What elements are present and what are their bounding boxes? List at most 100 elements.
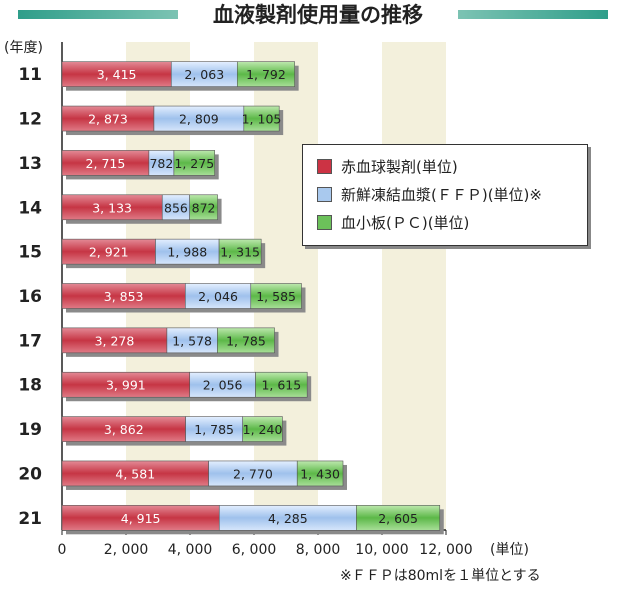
data-label: 1, 785: [226, 333, 266, 348]
bar-segment: [148, 150, 175, 176]
data-label: 1, 615: [261, 378, 301, 393]
bar-segment: [166, 327, 218, 354]
data-label: 1, 430: [300, 466, 340, 481]
x-tick-label: 4, 000: [168, 542, 213, 558]
legend-item-pc: 血小板(ＰＣ)(単位): [317, 211, 469, 233]
category-label: 17: [18, 331, 42, 351]
bar-segment: [185, 416, 244, 442]
bar-segment: [61, 61, 172, 87]
bar-segment: [218, 238, 262, 265]
category-label: 12: [18, 110, 42, 130]
data-label: 3, 862: [104, 422, 144, 437]
bar-segment: [236, 61, 295, 87]
bar-segment: [61, 150, 150, 176]
data-label: 872: [192, 200, 216, 215]
footnote: ※ＦＦＰは80mlを１単位とする: [340, 568, 541, 584]
title-band-left: [18, 10, 178, 19]
bar-segment: [250, 283, 302, 309]
data-label: 4, 581: [115, 466, 155, 481]
grid-band: [382, 42, 446, 530]
x-tick-label: 0: [58, 542, 67, 558]
data-label: 1, 240: [243, 422, 283, 437]
data-label: 4, 285: [268, 511, 308, 526]
bar-segment: [61, 416, 186, 442]
data-label: 1, 275: [174, 156, 214, 171]
legend-swatch-pc: [317, 214, 332, 230]
legend-swatch-red-cell: [317, 158, 332, 174]
category-label: 18: [18, 376, 42, 396]
bar-segment: [61, 105, 155, 132]
bar-segment: [153, 105, 245, 132]
bar-segment: [61, 371, 191, 398]
data-label: 1, 578: [172, 333, 212, 348]
legend-label-ffp: 新鮮凍結血漿(ＦＦＰ)(単位)※: [341, 185, 542, 204]
bar-segment: [61, 327, 168, 354]
bar-segment: [61, 194, 163, 221]
data-label: 1, 785: [194, 422, 234, 437]
bar-segment: [217, 327, 275, 354]
y-axis-label: (年度): [4, 40, 43, 56]
legend-swatch-ffp: [317, 186, 332, 202]
category-label: 11: [18, 65, 42, 85]
data-label: 2, 056: [203, 378, 243, 393]
data-label: 3, 278: [95, 333, 135, 348]
category-label: 20: [18, 464, 42, 484]
bar-segment: [189, 194, 218, 221]
bar-segment: [243, 105, 280, 132]
bar-segment: [61, 238, 156, 265]
x-tick-label: 6, 000: [232, 542, 277, 558]
data-label: 2, 046: [198, 289, 238, 304]
legend-item-ffp: 新鮮凍結血漿(ＦＦＰ)(単位)※: [317, 183, 542, 205]
bar-segment: [189, 371, 256, 398]
category-label: 19: [18, 420, 42, 440]
x-tick-label: 10, 000: [355, 542, 408, 558]
bar-segment: [255, 371, 308, 398]
x-tick-label: 2, 000: [104, 542, 149, 558]
data-label: 2, 063: [184, 67, 224, 82]
legend-item-red-cell: 赤血球製剤(単位): [317, 155, 458, 177]
category-label: 15: [18, 243, 42, 263]
category-label: 14: [18, 198, 42, 218]
x-axis-label: (単位): [490, 542, 529, 558]
bar-segment: [296, 460, 344, 487]
data-label: 856: [164, 200, 188, 215]
data-label: 4, 915: [121, 511, 161, 526]
bar-segment: [242, 416, 283, 442]
bar-segment: [356, 505, 441, 531]
bar-segment: [61, 505, 220, 531]
bar-segment: [208, 460, 298, 487]
data-label: 2, 605: [378, 511, 418, 526]
x-tick-label: 12, 000: [419, 542, 472, 558]
data-label: 3, 991: [106, 378, 146, 393]
title-band-right: [458, 10, 608, 19]
bar-segment: [161, 194, 190, 221]
title-bar: 血液製剤使用量の推移: [0, 0, 636, 34]
data-label: 3, 415: [97, 67, 137, 82]
x-tick-label: 8, 000: [296, 542, 341, 558]
category-label: 16: [18, 287, 42, 307]
data-label: 2, 770: [233, 466, 273, 481]
bar-segment: [218, 505, 357, 531]
data-label: 3, 853: [104, 289, 144, 304]
data-label: 1, 105: [242, 112, 282, 127]
data-label: 1, 315: [220, 245, 260, 260]
data-label: 1, 988: [167, 245, 207, 260]
data-label: 2, 873: [88, 112, 128, 127]
data-label: 2, 715: [86, 156, 126, 171]
data-label: 1, 792: [246, 67, 286, 82]
data-label: 3, 133: [92, 200, 132, 215]
legend: 赤血球製剤(単位) 新鮮凍結血漿(ＦＦＰ)(単位)※ 血小板(ＰＣ)(単位): [302, 144, 588, 246]
legend-label-red-cell: 赤血球製剤(単位): [341, 157, 458, 176]
data-label: 2, 809: [179, 112, 219, 127]
category-label: 21: [18, 509, 42, 529]
bar-segment: [61, 283, 186, 309]
chart-title: 血液製剤使用量の推移: [213, 3, 423, 27]
data-label: 2, 921: [89, 245, 129, 260]
bar-segment: [173, 150, 216, 176]
legend-label-pc: 血小板(ＰＣ)(単位): [341, 213, 470, 232]
data-label: 1, 585: [256, 289, 296, 304]
data-label: 782: [149, 156, 173, 171]
bar-segment: [170, 61, 238, 87]
category-label: 13: [18, 154, 42, 174]
